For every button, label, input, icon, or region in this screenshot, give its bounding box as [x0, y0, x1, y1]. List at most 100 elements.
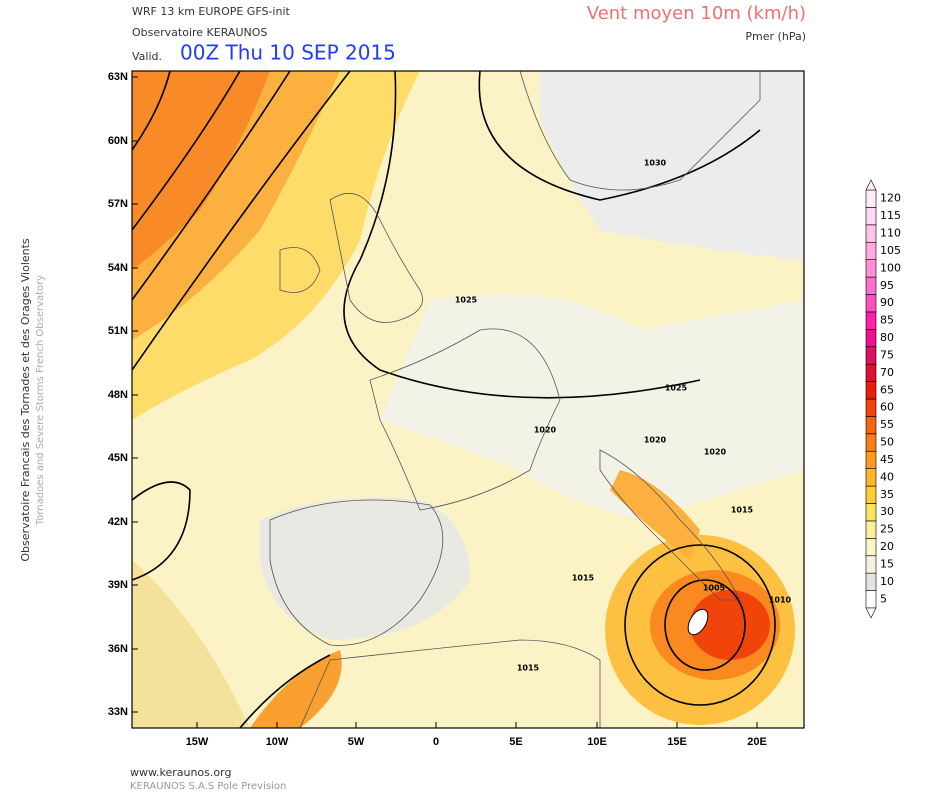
lat-label: 39N: [108, 579, 128, 591]
colorbar-label: 120: [880, 192, 901, 205]
lon-label: 5E: [509, 736, 522, 748]
lat-label: 33N: [108, 706, 128, 718]
colorbar-label: 20: [880, 540, 894, 553]
colorbar-swatch: [865, 363, 877, 382]
footer-site: www.keraunos.org: [130, 766, 231, 779]
atlantic-band: [132, 560, 250, 728]
contour-title: Pmer (hPa): [745, 30, 806, 43]
colorbar-label: 75: [880, 348, 894, 361]
north-africa: [299, 639, 601, 728]
colorbar-arrow: [865, 179, 877, 191]
colorbar-swatch: [865, 189, 877, 208]
colorbar-swatch: [865, 433, 877, 452]
colorbar-swatch: [865, 590, 877, 609]
lon-label: 10W: [266, 736, 289, 748]
colorbar-label: 90: [880, 296, 894, 309]
land-low-wind: [380, 294, 804, 520]
isobar: [132, 481, 191, 581]
colorbar-swatch: [865, 381, 877, 400]
isobar-labels: 1030 1025 1025 1020 1020 1020 1015 1015 1005 1010…: [455, 159, 792, 673]
scandinavia-land: [540, 71, 804, 260]
adriatic-wind: [610, 470, 700, 560]
ireland: [279, 247, 321, 293]
colorbar-swatch: [865, 241, 877, 260]
colorbar-label: 35: [880, 488, 894, 501]
iberia-land: [260, 497, 470, 640]
isobar-label: 1020: [704, 448, 727, 457]
cyclone-core: [690, 590, 770, 660]
colorbar-swatch: [865, 538, 877, 557]
isobar: [239, 654, 331, 728]
colorbar-label: 115: [880, 209, 901, 222]
colorbar-swatch: [865, 416, 877, 435]
lat-label: 63N: [108, 71, 128, 83]
lon-label: 20E: [747, 736, 767, 748]
colorbar-label: 15: [880, 557, 894, 570]
isobar-label: 1025: [665, 384, 688, 393]
model-label: WRF 13 km EUROPE GFS-init: [132, 5, 290, 18]
side-text-fr: Observatoire Francais des Tornades et de…: [19, 238, 32, 562]
isobar: [478, 71, 761, 201]
isobar-label: 1025: [455, 296, 478, 305]
colorbar-label: 60: [880, 401, 894, 414]
valid-label: Valid.: [132, 50, 162, 63]
lat-label: 45N: [108, 452, 128, 464]
colorbar-swatch: [865, 346, 877, 365]
lat-label: 51N: [108, 325, 128, 337]
gibraltar-jet: [250, 650, 342, 728]
colorbar-arrow: [865, 607, 877, 619]
colorbar-swatch: [865, 572, 877, 591]
iberia: [269, 499, 444, 646]
map: [132, 71, 804, 728]
colorbar-label: 40: [880, 470, 894, 483]
map-frame: [131, 70, 805, 729]
isobar-label: 1010: [769, 596, 792, 605]
lat-label: 54N: [108, 262, 128, 274]
isobar: [132, 71, 351, 371]
lat-label: 57N: [108, 198, 128, 210]
isobars: [132, 71, 776, 728]
colorbar-label: 100: [880, 261, 901, 274]
colorbar-label: 85: [880, 314, 894, 327]
isobar: [624, 544, 776, 706]
colorbar-label: 110: [880, 227, 901, 240]
italy: [599, 449, 741, 601]
isobar-label: 1020: [644, 436, 667, 445]
colorbar-label: 25: [880, 523, 894, 536]
colorbar-label: 80: [880, 331, 894, 344]
cyclone-eye: [687, 608, 709, 636]
axes: 63N 60N 57N 54N 51N 48N 45N 42N 39N 36N 33N 15W 10W 5…: [108, 71, 767, 748]
colorbar-swatch: [865, 398, 877, 417]
lon-label: 15E: [667, 736, 687, 748]
colorbar-label: 95: [880, 279, 894, 292]
isobar: [132, 71, 291, 301]
isobar: [343, 71, 701, 399]
colorbar-swatch: [865, 224, 877, 243]
atlantic-darkorange: [132, 71, 270, 270]
colorbar-label: 70: [880, 366, 894, 379]
colorbar-swatch: [865, 294, 877, 313]
france: [369, 328, 561, 511]
colorbar-swatch: [865, 311, 877, 330]
isobar-label: 1015: [731, 506, 754, 515]
colorbar-swatch: [865, 450, 877, 469]
colorbar-swatch: [865, 485, 877, 504]
colorbar-swatch: [865, 555, 877, 574]
colorbar-swatch: [865, 329, 877, 348]
colorbar-swatch: [865, 503, 877, 522]
colorbar-label: 5: [880, 592, 887, 605]
footer-company: KERAUNOS S.A.S Pole Prevision: [130, 781, 286, 792]
colorbar-label: 30: [880, 505, 894, 518]
isobar-label: 1005: [703, 584, 726, 593]
lon-label: 0: [433, 736, 439, 748]
lat-label: 48N: [108, 389, 128, 401]
colorbar-label: 45: [880, 453, 894, 466]
colorbar-swatch: [865, 259, 877, 278]
side-text-en: Tornadoes and Severe Storms French Obser…: [35, 275, 46, 526]
britain: [329, 192, 423, 323]
field-title: Vent moyen 10m (km/h): [587, 3, 806, 24]
isobar: [664, 579, 746, 671]
isobar-label: 1030: [644, 159, 667, 168]
isobar: [132, 71, 241, 231]
